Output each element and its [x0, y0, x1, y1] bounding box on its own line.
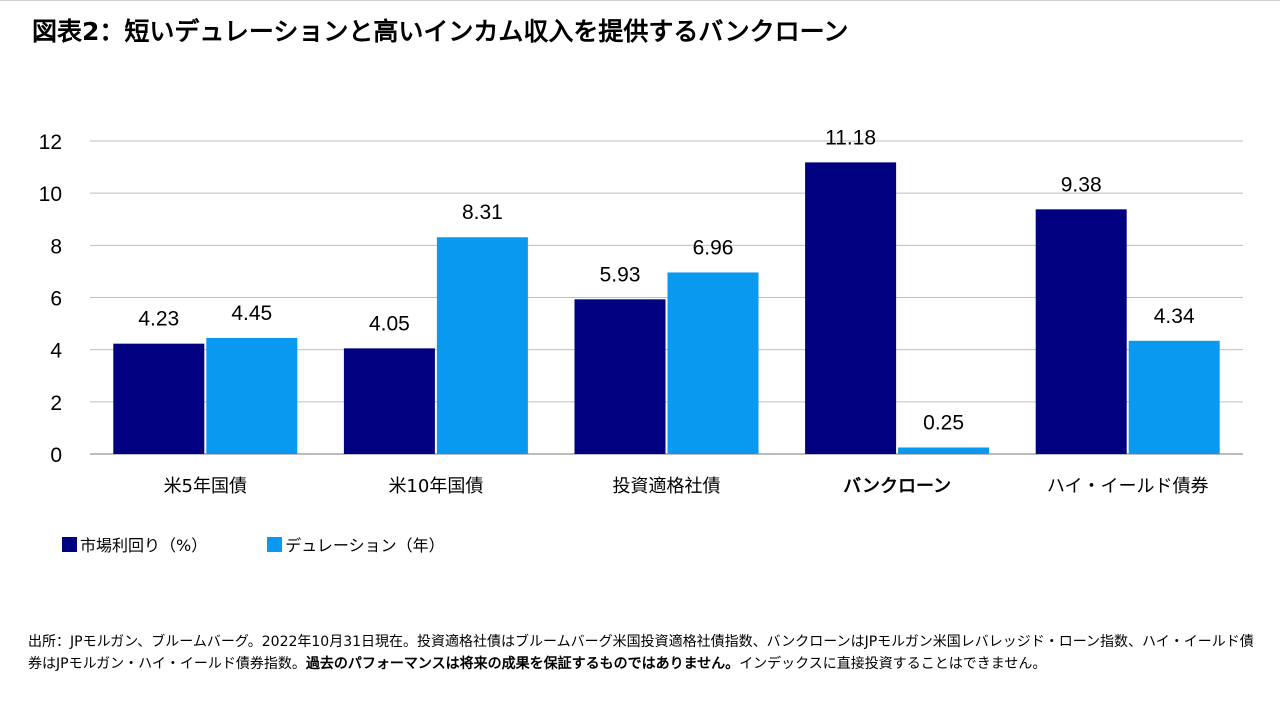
legend-item-duration: デュレーション（年）	[267, 532, 445, 556]
data-label-series0-0: 4.23	[138, 308, 179, 331]
legend: 市場利回り（%） デュレーション（年）	[62, 532, 505, 556]
y-tick-label-8: 8	[50, 235, 62, 258]
legend-label-yield: 市場利回り（%）	[80, 536, 208, 555]
y-tick-label-2: 2	[50, 392, 62, 415]
x-tick-label-2: 投資適格社債	[613, 476, 721, 497]
x-tick-label-0: 米5年国債	[164, 476, 247, 497]
bar-series1-1	[436, 237, 528, 454]
bar-series1-3	[898, 447, 990, 454]
data-label-series0-2: 5.93	[600, 263, 641, 286]
data-label-series0-3: 11.18	[825, 126, 876, 149]
bar-series0-4	[1035, 209, 1127, 454]
legend-item-yield: 市場利回り（%）	[62, 532, 207, 556]
legend-swatch-yield	[62, 536, 77, 552]
bar-series1-0	[206, 337, 298, 454]
data-label-series1-3: 0.25	[923, 411, 964, 434]
source-note: 出所：JPモルガン、ブルームバーグ。2022年10月31日現在。投資適格社債はブ…	[28, 631, 1264, 675]
x-tick-label-1: 米10年国債	[388, 476, 483, 497]
source-disclaimer: 過去のパフォーマンスは将来の成果を保証するものではありません。	[305, 656, 740, 672]
bar-series0-3	[805, 162, 897, 454]
data-label-series0-4: 9.38	[1061, 173, 1102, 196]
data-label-series0-1: 4.05	[369, 312, 410, 335]
top-rule	[0, 0, 1280, 1]
bar-series0-1	[343, 348, 435, 454]
bar-series0-2	[574, 299, 666, 454]
chart-title: 図表2：短いデュレーションと高いインカム収入を提供するバンクローン	[32, 17, 849, 46]
bar-series0-0	[113, 343, 205, 454]
source-tail: インデックスに直接投資することはできません。	[739, 656, 1047, 672]
data-label-series1-0: 4.45	[231, 302, 272, 325]
bar-series1-4	[1128, 340, 1220, 454]
x-tick-label-3: バンクローン	[843, 476, 951, 497]
bar-series1-2	[667, 272, 759, 454]
data-label-series1-1: 8.31	[462, 201, 503, 224]
y-tick-label-12: 12	[39, 131, 62, 154]
legend-label-duration: デュレーション（年）	[285, 536, 445, 555]
y-tick-label-4: 4	[50, 340, 62, 363]
source-text: 出所：JPモルガン、ブルームバーグ。2022年10月31日現在。投資適格社債はブ…	[28, 634, 1254, 672]
x-tick-label-4: ハイ・イールド債券	[1047, 476, 1209, 497]
y-tick-label-0: 0	[50, 444, 62, 467]
legend-swatch-duration	[267, 536, 283, 552]
data-label-series1-4: 4.34	[1154, 305, 1195, 328]
y-tick-label-6: 6	[50, 288, 62, 311]
data-label-series1-2: 6.96	[693, 236, 734, 259]
y-tick-label-10: 10	[39, 183, 62, 206]
